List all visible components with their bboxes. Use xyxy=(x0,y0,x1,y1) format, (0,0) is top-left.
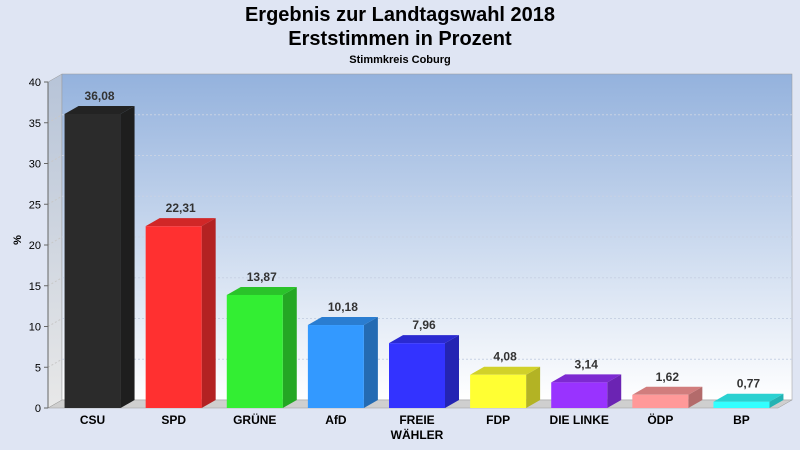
bar-top xyxy=(632,386,703,395)
x-tick-label: SPD xyxy=(161,413,186,427)
bar-front xyxy=(551,382,608,408)
bar-side xyxy=(445,335,459,408)
chart-title: Ergebnis zur Landtagswahl 2018 xyxy=(244,4,556,26)
x-tick-label: FDP xyxy=(486,413,510,427)
bar xyxy=(226,286,297,408)
value-label: 7,96 xyxy=(412,318,436,332)
chart-caption: Stimmkreis Coburg xyxy=(349,54,451,66)
grid-line xyxy=(47,195,63,205)
y-axis: 0 5 10 15 20 25 30 35 40 xyxy=(29,77,49,415)
bar-side xyxy=(769,393,784,408)
grid-line xyxy=(47,318,63,327)
bar-side xyxy=(201,218,216,408)
x-tick-label: BP xyxy=(733,413,750,427)
value-label: 0,77 xyxy=(737,377,761,391)
bar-front xyxy=(145,226,202,408)
bar xyxy=(64,105,135,408)
grid-line xyxy=(47,155,63,164)
y-tick-label: 25 xyxy=(29,199,41,211)
grid-line xyxy=(47,358,63,368)
bar xyxy=(389,335,459,408)
y-tick-label: 10 xyxy=(29,322,41,334)
x-tick-label: GRÜNE xyxy=(233,412,276,427)
bar xyxy=(470,366,541,408)
bar xyxy=(632,386,703,408)
bar xyxy=(551,374,622,408)
bar-front xyxy=(307,325,364,408)
y-tick-label: 30 xyxy=(29,159,41,171)
value-label: 13,87 xyxy=(247,270,277,284)
bar-front xyxy=(713,401,770,408)
bar-top xyxy=(307,317,378,326)
y-tick-label: 40 xyxy=(29,77,41,89)
bar-side xyxy=(688,386,703,408)
x-tick-label: FREIE WÄHLER xyxy=(391,413,444,442)
y-axis-label: % xyxy=(12,235,24,245)
x-tick-label: CSU xyxy=(80,413,105,427)
value-label: 1,62 xyxy=(656,370,680,384)
bar-top xyxy=(551,374,622,383)
bar-front xyxy=(470,374,527,408)
bar-top xyxy=(470,366,541,375)
bar-side xyxy=(526,366,541,408)
bar-side xyxy=(282,286,297,408)
value-label: 22,31 xyxy=(166,201,196,215)
bar-side xyxy=(120,105,135,408)
value-label: 36,08 xyxy=(85,89,115,103)
bar-front xyxy=(389,343,445,408)
grid-line xyxy=(47,114,63,124)
y-tick-label: 20 xyxy=(29,240,41,252)
grid-line xyxy=(47,277,63,287)
bar-side xyxy=(363,317,378,408)
value-label: 3,14 xyxy=(575,357,599,371)
y-tick-label: 35 xyxy=(29,118,41,130)
bars xyxy=(64,105,784,408)
y-tick-label: 15 xyxy=(29,281,41,293)
chart-subtitle: Erststimmen in Prozent xyxy=(288,28,512,50)
bar-front xyxy=(64,113,121,408)
bar-side xyxy=(607,374,622,408)
bar-top xyxy=(145,218,216,227)
x-tick-label: AfD xyxy=(325,413,347,427)
bar xyxy=(307,317,378,408)
bar-top xyxy=(226,286,297,295)
bar xyxy=(145,218,216,408)
grid-line xyxy=(47,236,63,246)
value-label: 10,18 xyxy=(328,300,358,314)
value-label: 4,08 xyxy=(493,350,517,364)
y-tick-label: 0 xyxy=(35,403,41,415)
bar-top xyxy=(713,393,784,402)
x-tick-label: DIE LINKE xyxy=(550,413,609,427)
x-axis: CSU SPD GRÜNE AfD FREIE WÄHLER FDP DIE LINKE ÖDP… xyxy=(80,412,750,442)
x-tick-label: ÖDP xyxy=(647,412,673,427)
bar-front xyxy=(632,394,689,408)
value-labels: 36,08 22,31 13,87 10,18 7,96 4,08 3,14 1,62 0,77 xyxy=(85,89,761,391)
bar xyxy=(713,393,784,408)
bar-top xyxy=(64,105,135,114)
y-tick-label: 5 xyxy=(35,362,41,374)
bar-top xyxy=(389,335,459,344)
bar-front xyxy=(226,294,283,408)
